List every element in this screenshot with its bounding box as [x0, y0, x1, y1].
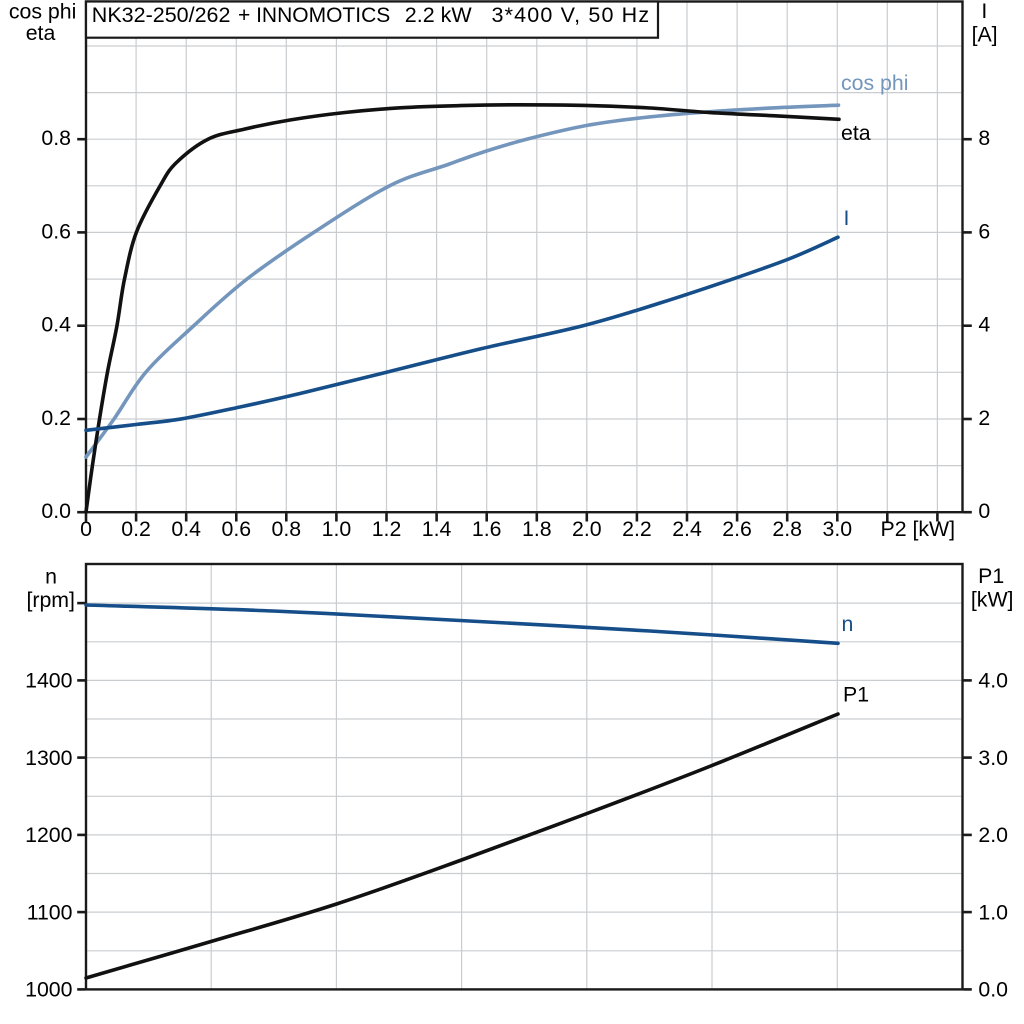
svg-text:[A]: [A] — [972, 22, 998, 46]
svg-text:0.0: 0.0 — [978, 978, 1008, 1002]
svg-text:2.4: 2.4 — [672, 517, 702, 541]
svg-text:1300: 1300 — [25, 746, 73, 770]
svg-text:2.2 kW: 2.2 kW — [405, 3, 473, 27]
svg-text:0: 0 — [80, 517, 92, 541]
svg-text:2.2: 2.2 — [622, 517, 652, 541]
svg-text:0.2: 0.2 — [121, 517, 151, 541]
svg-text:1400: 1400 — [25, 669, 73, 693]
svg-text:0.6: 0.6 — [41, 219, 71, 243]
svg-text:0.4: 0.4 — [41, 313, 71, 337]
svg-text:8: 8 — [978, 126, 990, 150]
svg-text:P1: P1 — [978, 564, 1004, 588]
svg-text:+ INNOMOTICS: + INNOMOTICS — [238, 4, 390, 27]
svg-text:1.0: 1.0 — [322, 517, 352, 541]
svg-text:2.0: 2.0 — [978, 823, 1008, 847]
svg-text:3.0: 3.0 — [822, 517, 852, 541]
svg-text:1.4: 1.4 — [422, 517, 452, 541]
svg-text:0.0: 0.0 — [41, 499, 71, 523]
svg-text:cos phi: cos phi — [841, 71, 908, 95]
svg-text:0.8: 0.8 — [41, 126, 71, 150]
svg-text:n: n — [842, 612, 854, 636]
svg-text:1.6: 1.6 — [472, 517, 502, 541]
svg-text:eta: eta — [841, 121, 871, 145]
svg-text:2: 2 — [978, 406, 990, 430]
svg-text:1200: 1200 — [25, 823, 73, 847]
svg-text:eta: eta — [26, 21, 56, 45]
svg-text:2.0: 2.0 — [572, 517, 602, 541]
svg-text:I: I — [981, 0, 987, 23]
svg-text:0.4: 0.4 — [171, 517, 201, 541]
svg-text:I: I — [844, 206, 850, 230]
svg-text:4.0: 4.0 — [978, 669, 1008, 693]
svg-text:0.6: 0.6 — [221, 517, 251, 541]
svg-text:[kW]: [kW] — [971, 588, 1014, 612]
svg-text:6: 6 — [978, 219, 990, 243]
svg-text:1100: 1100 — [27, 900, 73, 924]
svg-text:1000: 1000 — [25, 978, 73, 1002]
svg-text:3.0: 3.0 — [978, 746, 1008, 770]
svg-text:P2 [kW]: P2 [kW] — [881, 517, 956, 541]
svg-text:1.0: 1.0 — [978, 900, 1008, 924]
svg-text:P1: P1 — [843, 683, 869, 707]
svg-text:[rpm]: [rpm] — [26, 588, 75, 612]
svg-text:4: 4 — [978, 313, 990, 337]
svg-text:cos phi: cos phi — [9, 0, 76, 23]
svg-text:0: 0 — [978, 499, 990, 523]
svg-text:3*400 V, 50 Hz: 3*400 V, 50 Hz — [492, 3, 651, 27]
svg-text:2.8: 2.8 — [772, 517, 802, 541]
svg-text:0.2: 0.2 — [41, 406, 71, 430]
svg-text:1.8: 1.8 — [522, 517, 552, 541]
svg-text:NK32-250/262: NK32-250/262 — [92, 3, 231, 27]
svg-text:n: n — [45, 565, 57, 589]
svg-text:2.6: 2.6 — [722, 517, 752, 541]
svg-text:0.8: 0.8 — [271, 517, 301, 541]
svg-text:1.2: 1.2 — [372, 517, 402, 541]
